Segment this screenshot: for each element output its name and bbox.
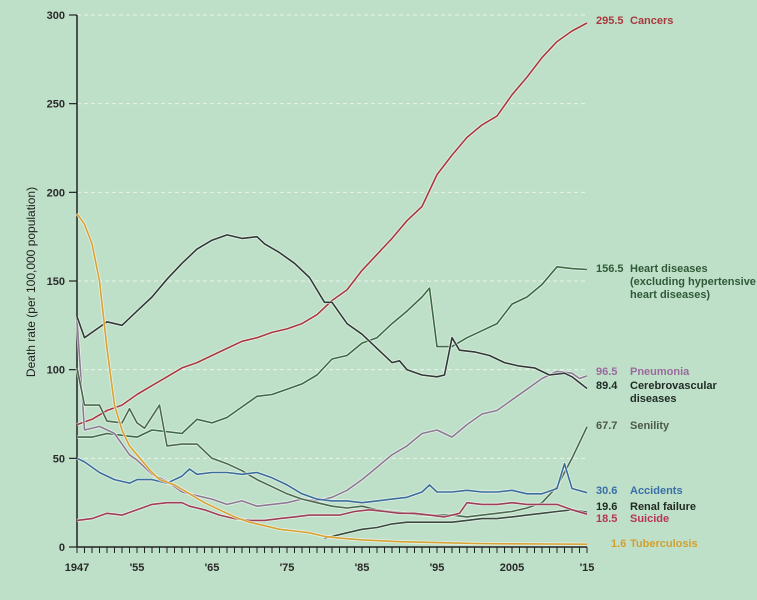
end-value-label: 19.6	[596, 501, 617, 513]
x-tick-label: '95	[430, 562, 445, 574]
series-name-label: Cerebrovascular	[630, 380, 718, 392]
y-tick-label: 300	[47, 10, 65, 22]
series-name-label: Suicide	[630, 513, 669, 525]
x-tick-label: '15	[580, 562, 595, 574]
series-line-cerebrovascular	[76, 234, 588, 390]
series-line-senility	[76, 367, 588, 518]
end-value-label: 295.5	[596, 15, 624, 27]
series-name-label: (excluding hypertensive	[630, 276, 756, 288]
y-axis-title: Death rate (per 100,000 population)	[24, 187, 38, 377]
gridlines	[77, 14, 587, 459]
end-value-label: 89.4	[596, 380, 618, 392]
y-tick-label: 250	[47, 99, 65, 111]
series-line-accidents	[76, 457, 588, 504]
x-tick-label: 2005	[500, 562, 524, 574]
series-line-suicide	[76, 501, 588, 522]
x-tick-label: '65	[205, 562, 220, 574]
x-tick-label: '55	[130, 562, 145, 574]
series-halo	[75, 212, 588, 546]
x-tick-label: '75	[280, 562, 295, 574]
x-tick-label: 1947	[65, 562, 89, 574]
end-labels: 295.5 Cancers 156.5 Heart diseases(excludin…	[596, 15, 756, 550]
series-name-label: Renal failure	[630, 501, 696, 513]
end-value-label: 30.6	[596, 485, 617, 497]
series-line-cancers	[76, 22, 588, 426]
series-name-label: diseases	[630, 393, 676, 405]
series-halo	[75, 367, 589, 519]
series-name-label: Cancers	[630, 15, 673, 27]
end-value-label: 96.5	[596, 366, 617, 378]
end-value-label: 156.5	[596, 263, 624, 275]
axes: 0 50 100 150 200 250 300 1947 '55 '65 '75 '85 '95 200…	[47, 10, 595, 574]
series-lines	[75, 21, 589, 546]
series-name-label: Accidents	[630, 485, 683, 497]
end-value-label: 18.5	[596, 513, 617, 525]
series-name-label: Pneumonia	[630, 366, 690, 378]
series-halo	[75, 233, 588, 390]
series-name-label: heart diseases)	[630, 289, 710, 301]
y-tick-label: 0	[59, 542, 65, 554]
y-tick-label: 150	[47, 276, 65, 288]
end-value-label: 67.7	[596, 420, 617, 432]
series-line-tuberculosis	[76, 213, 588, 545]
y-tick-label: 200	[47, 187, 65, 199]
series-line-renal	[324, 509, 588, 539]
x-tick-label: '85	[355, 562, 370, 574]
y-tick-label: 50	[53, 453, 65, 465]
y-tick-label: 100	[47, 365, 65, 377]
series-name-label: Senility	[630, 420, 670, 432]
series-name-label: Heart diseases	[630, 263, 708, 275]
series-name-label: Tuberculosis	[630, 538, 698, 550]
end-value-label: 1.6	[611, 538, 626, 550]
